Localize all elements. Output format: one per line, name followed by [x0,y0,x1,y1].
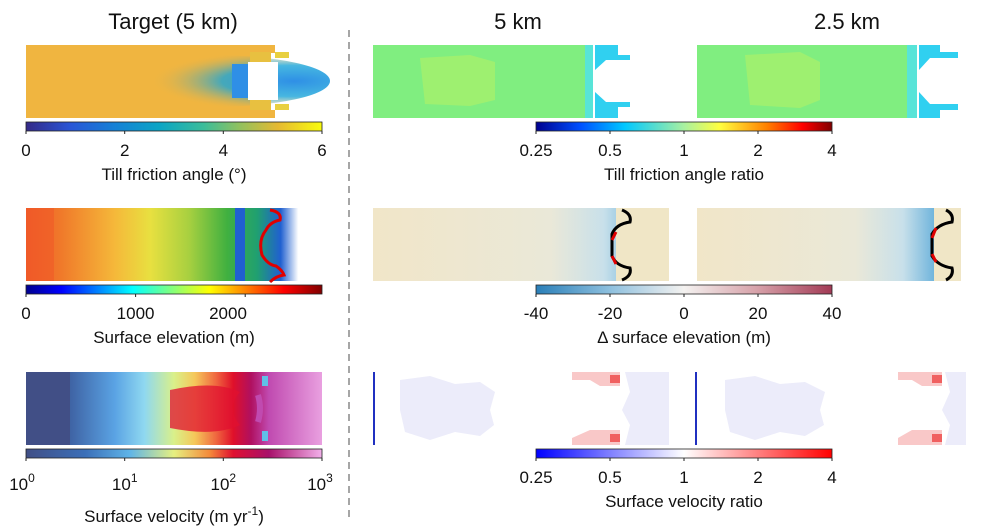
friction-colorbar-ticks [25,131,323,134]
elev-diff-tick-2: 0 [679,304,688,323]
friction-ratio-tick-3: 2 [753,141,762,160]
velocity-tick-2: 102 [210,471,236,494]
elev-diff-colorbar [535,284,833,295]
friction-ratio-tick-4: 4 [827,141,836,160]
velocity-ratio-tick-0: 0.25 [519,468,552,487]
friction-tick-1: 2 [120,141,129,160]
elevation-tick-0: 0 [21,304,30,323]
friction-ratio-tick-2: 1 [679,141,688,160]
velocity-ratio-tick-2: 1 [679,468,688,487]
velocity-colorbar-label: Surface velocity (m yr-1) [84,504,264,526]
elev-diff-tick-0: -40 [524,304,549,323]
friction-tick-2: 4 [219,141,228,160]
elevation-colorbar-ticks [25,294,246,297]
friction-colorbar-label: Till friction angle (°) [101,165,246,184]
friction-ratio-colorbar [535,121,833,132]
velocity-ratio-map-5km [373,372,669,445]
elev-diff-tick-3: 20 [749,304,768,323]
elev-diff-tick-1: -20 [598,304,623,323]
velocity-ratio-colorbar [535,448,833,459]
velocity-tick-0: 100 [9,471,35,494]
friction-tick-0: 0 [21,141,30,160]
velocity-ratio-tick-4: 4 [827,468,836,487]
elev-diff-tick-4: 40 [823,304,842,323]
velocity-colorbar [25,448,323,459]
res-2-5km-title: 2.5 km [814,9,880,34]
target-title: Target (5 km) [108,9,238,34]
friction-ratio-colorbar-ticks [535,131,833,134]
velocity-ratio-colorbar-ticks [535,458,833,461]
velocity-colorbar-ticks [25,458,323,461]
elevation-tick-1: 1000 [117,304,155,323]
velocity-ratio-map-2-5km [695,372,966,445]
velocity-ratio-colorbar-label: Surface velocity ratio [605,492,763,511]
elev-diff-map-2-5km [697,208,961,282]
friction-colorbar [25,121,323,132]
friction-ratio-map-2-5km [697,45,967,118]
friction-ratio-map-5km [373,45,630,118]
velocity-tick-1: 101 [112,471,138,494]
target-elevation-map [26,208,322,284]
elev-diff-colorbar-ticks [535,294,833,297]
friction-tick-3: 6 [317,141,326,160]
friction-ratio-colorbar-label: Till friction angle ratio [604,165,764,184]
target-velocity-map [26,372,322,445]
elev-diff-map-5km [373,208,669,282]
velocity-ratio-tick-3: 2 [753,468,762,487]
friction-ratio-tick-1: 0.5 [598,141,622,160]
res-5km-title: 5 km [494,9,542,34]
target-friction-map [26,45,330,118]
elevation-tick-2: 2000 [209,304,247,323]
friction-ratio-tick-0: 0.25 [519,141,552,160]
velocity-tick-3: 103 [307,471,333,494]
velocity-ratio-tick-1: 0.5 [598,468,622,487]
elevation-colorbar [25,284,323,295]
elev-diff-colorbar-label: Δ surface elevation (m) [597,328,771,347]
elevation-colorbar-label: Surface elevation (m) [93,328,255,347]
